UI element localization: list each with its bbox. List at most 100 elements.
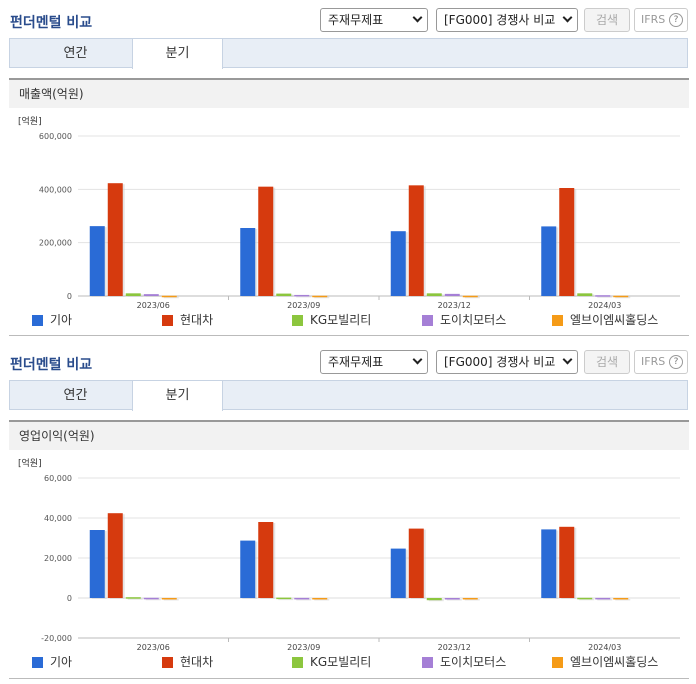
- bar-2023-09-s0[interactable]: [240, 228, 256, 296]
- legend-label: 기아: [50, 313, 73, 327]
- bar-2023-12-s3[interactable]: [444, 293, 460, 296]
- bar-2023-06-s2[interactable]: [125, 293, 141, 296]
- x-tick-label: 2023/06: [137, 643, 170, 652]
- bar-2023-09-s1[interactable]: [258, 522, 274, 598]
- period-tabs: 연간 분기: [9, 380, 688, 411]
- bar-2023-12-s2[interactable]: [426, 598, 442, 601]
- bar-2023-12-s1[interactable]: [408, 528, 424, 598]
- y-tick-label: -20,000: [41, 634, 72, 643]
- ifrs-toggle[interactable]: IFRS ?: [634, 350, 688, 374]
- bar-2023-09-s4[interactable]: [312, 597, 328, 600]
- x-tick-label: 2024/03: [588, 301, 621, 310]
- chevron-down-icon: [412, 12, 423, 23]
- bar-2023-12-s2[interactable]: [426, 293, 442, 296]
- peer-group-value: [FG000] 경쟁사 비교: [444, 355, 556, 369]
- bar-2024-03-s3[interactable]: [595, 597, 611, 600]
- peer-group-select[interactable]: [FG000] 경쟁사 비교: [436, 350, 578, 374]
- bar-2023-12-s4[interactable]: [462, 597, 478, 600]
- bar-shadow: [579, 598, 595, 601]
- y-tick-label: 600,000: [39, 132, 72, 141]
- search-button[interactable]: 검색: [584, 350, 630, 374]
- bar-2023-06-s4[interactable]: [161, 295, 177, 298]
- y-tick-label: 400,000: [39, 185, 72, 194]
- bar-2024-03-s4[interactable]: [613, 295, 629, 298]
- y-tick-label: 0: [67, 594, 72, 603]
- bar-shadow: [163, 296, 179, 299]
- bar-shadow: [145, 295, 161, 297]
- bar-shadow: [314, 598, 330, 601]
- bar-2024-03-s2[interactable]: [577, 597, 593, 600]
- bar-2024-03-s2[interactable]: [577, 293, 593, 296]
- statement-type-value: 주재무제표: [328, 13, 384, 27]
- bar-shadow: [314, 296, 330, 299]
- legend-label: 엘브이엠씨홀딩스: [570, 313, 659, 327]
- help-icon[interactable]: ?: [669, 13, 683, 27]
- bar-2023-06-s1[interactable]: [107, 183, 123, 296]
- bar-2023-09-s3[interactable]: [294, 597, 310, 600]
- x-tick-label: 2023/12: [438, 643, 471, 652]
- search-button[interactable]: 검색: [584, 8, 630, 32]
- legend-label: 도이치모터스: [440, 313, 507, 327]
- bar-2024-03-s3[interactable]: [595, 295, 611, 297]
- legend-label: 현대차: [180, 313, 214, 327]
- section-title: 펀더멘털 비교: [10, 357, 93, 373]
- x-tick-label: 2023/09: [287, 301, 320, 310]
- bar-2024-03-s0[interactable]: [541, 226, 557, 296]
- bar-shadow: [127, 598, 143, 600]
- peer-group-select[interactable]: [FG000] 경쟁사 비교: [436, 8, 578, 32]
- bar-2023-09-s2[interactable]: [276, 293, 292, 296]
- chart-panel-title: 매출액(억원): [9, 78, 689, 108]
- bar-2023-06-s2[interactable]: [125, 597, 141, 599]
- bar-2024-03-s0[interactable]: [541, 529, 557, 598]
- statement-type-select[interactable]: 주재무제표: [320, 350, 428, 374]
- bar-2023-09-s1[interactable]: [258, 186, 274, 296]
- bar-2023-12-s0[interactable]: [390, 548, 406, 598]
- legend-label: 엘브이엠씨홀딩스: [570, 655, 659, 669]
- bar-2023-06-s0[interactable]: [89, 530, 105, 598]
- chart-legend: 기아 현대차 KG모빌리티 도이치모터스 엘브이엠씨홀딩스: [0, 653, 696, 671]
- tab-annual[interactable]: 연간: [63, 388, 88, 403]
- x-tick-label: 2024/03: [588, 643, 621, 652]
- bar-2023-12-s4[interactable]: [462, 295, 478, 298]
- tab-quarterly[interactable]: 분기: [132, 381, 223, 411]
- bar-shadow: [163, 598, 179, 601]
- chart-legend: 기아 현대차 KG모빌리티 도이치모터스 엘브이엠씨홀딩스: [0, 311, 696, 329]
- ifrs-toggle[interactable]: IFRS ?: [634, 8, 688, 32]
- bar-2023-09-s4[interactable]: [312, 295, 328, 298]
- revenue-bar-chart: [억원] 0 200,000 400,000 600,000 2023/06 2023/09…: [18, 115, 680, 310]
- panel-divider: [9, 335, 689, 336]
- bar-2023-12-s1[interactable]: [408, 185, 424, 296]
- bar-2023-09-s0[interactable]: [240, 540, 256, 598]
- bar-2023-06-s3[interactable]: [143, 294, 159, 296]
- y-tick-label: 60,000: [44, 474, 72, 483]
- bar-2023-09-s2[interactable]: [276, 597, 292, 600]
- help-icon[interactable]: ?: [669, 355, 683, 369]
- legend-swatch: [422, 657, 433, 668]
- y-tick-label: 20,000: [44, 554, 72, 563]
- y-tick-label: 40,000: [44, 514, 72, 523]
- tab-annual[interactable]: 연간: [63, 46, 88, 61]
- y-tick-label: 200,000: [39, 239, 72, 248]
- bar-2023-06-s0[interactable]: [89, 226, 105, 296]
- bar-2023-12-s0[interactable]: [390, 231, 406, 296]
- legend-label: KG모빌리티: [310, 313, 372, 327]
- bar-2023-12-s3[interactable]: [444, 598, 460, 600]
- bar-2024-03-s4[interactable]: [613, 597, 629, 600]
- bar-shadow: [615, 296, 631, 299]
- bar-shadow: [296, 598, 312, 601]
- legend-swatch: [292, 657, 303, 668]
- legend-swatch: [552, 657, 563, 668]
- bar-2024-03-s1[interactable]: [559, 526, 575, 598]
- tab-quarterly[interactable]: 분기: [132, 39, 223, 69]
- legend-label: 기아: [50, 655, 73, 669]
- bar-shadow: [615, 598, 631, 601]
- bar-2023-06-s4[interactable]: [161, 597, 177, 600]
- bar-2024-03-s1[interactable]: [559, 188, 575, 296]
- bar-shadow: [597, 598, 613, 601]
- bar-shadow: [446, 599, 462, 601]
- bar-2023-09-s3[interactable]: [294, 294, 310, 297]
- bar-2023-06-s3[interactable]: [143, 597, 159, 600]
- statement-type-select[interactable]: 주재무제표: [320, 8, 428, 32]
- panel-divider: [9, 678, 689, 679]
- bar-2023-06-s1[interactable]: [107, 513, 123, 598]
